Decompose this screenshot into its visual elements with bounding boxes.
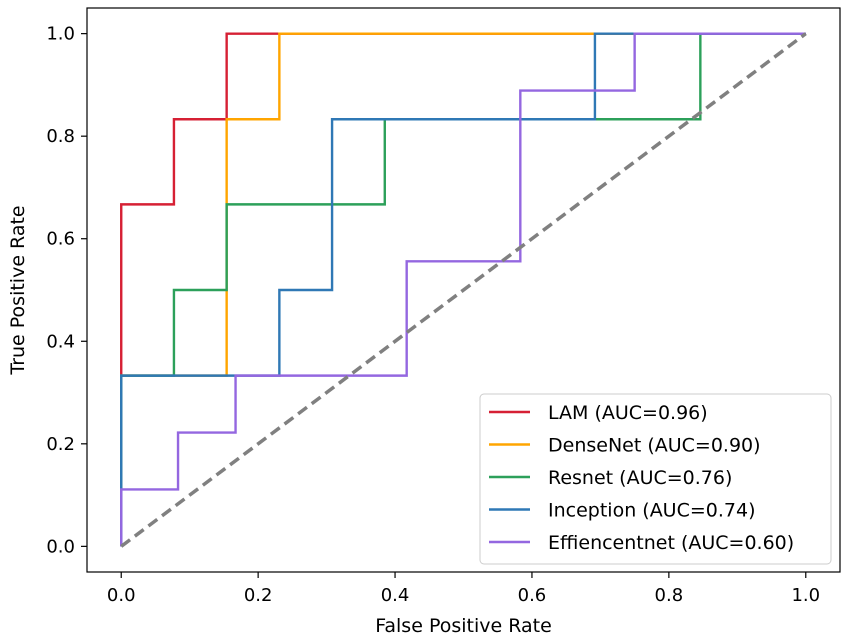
legend-label-densenet: DenseNet (AUC=0.90)	[548, 435, 761, 457]
x-tick-label: 0.8	[655, 585, 684, 606]
y-tick-label: 0.6	[46, 229, 75, 250]
legend-label-effiencentnet: Effiencentnet (AUC=0.60)	[548, 532, 794, 554]
y-tick-label: 0.0	[46, 536, 75, 557]
x-tick-label: 0.0	[107, 585, 136, 606]
roc-line-inception	[120, 32, 806, 547]
y-tick-label: 0.2	[46, 434, 75, 455]
y-axis-label: True Positive Rate	[7, 205, 29, 375]
x-axis-ticks: 0.0 0.2 0.4 0.6 0.8 1.0	[107, 572, 820, 606]
x-tick-label: 0.4	[381, 585, 410, 606]
legend-label-resnet: Resnet (AUC=0.76)	[548, 467, 732, 489]
y-tick-label: 0.8	[46, 126, 75, 147]
plot-area	[120, 32, 807, 548]
series-layer	[120, 32, 806, 547]
axes-frame	[86, 7, 841, 573]
legend: LAM (AUC=0.96) DenseNet (AUC=0.90) Resnet …	[479, 393, 832, 565]
roc-line-lam	[120, 32, 806, 547]
y-axis-ticks: 0.0 0.2 0.4 0.6 0.8 1.0	[46, 24, 87, 557]
chance-reference-line	[120, 32, 807, 548]
legend-box	[479, 393, 832, 565]
x-tick-label: 0.2	[244, 585, 273, 606]
x-axis-label: False Positive Rate	[375, 615, 552, 637]
legend-label-lam: LAM (AUC=0.96)	[548, 402, 708, 424]
x-tick-label: 0.6	[518, 585, 547, 606]
y-tick-label: 1.0	[46, 24, 75, 45]
y-tick-label: 0.4	[46, 331, 75, 352]
x-tick-label: 1.0	[791, 585, 820, 606]
roc-line-effiencentnet	[120, 32, 806, 547]
legend-label-inception: Inception (AUC=0.74)	[548, 500, 756, 522]
